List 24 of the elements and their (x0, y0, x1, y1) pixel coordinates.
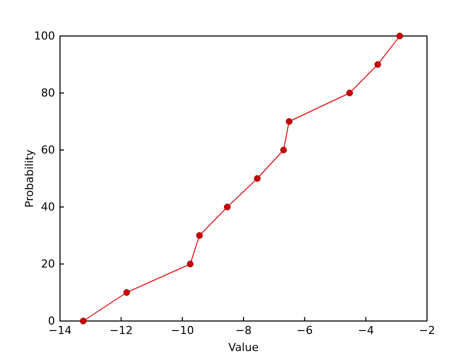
y-axis-title: Probability (23, 148, 36, 208)
x-axis-title: Value (228, 341, 259, 354)
point (123, 289, 130, 296)
point (286, 118, 292, 125)
x-tick-label: −4 (358, 324, 374, 337)
y-tick-label: 60 (41, 144, 55, 157)
y-tick-label: 40 (41, 200, 55, 214)
point (196, 232, 203, 239)
point (80, 318, 87, 324)
x-tick-label: −12 (110, 324, 133, 337)
point (280, 146, 287, 154)
y-tick-label: 80 (41, 86, 55, 100)
y-tick-label: 100 (34, 30, 55, 43)
point (186, 260, 194, 268)
point (346, 90, 353, 96)
point (374, 61, 382, 68)
x-tick-label: −6 (296, 324, 313, 337)
x-tick-label: −2 (418, 324, 436, 337)
x-tick-label: −8 (235, 324, 252, 337)
x-tick-label: −10 (170, 324, 194, 337)
point (396, 32, 404, 40)
point (224, 204, 231, 210)
point (254, 175, 261, 182)
y-tick-label: 20 (41, 258, 55, 271)
